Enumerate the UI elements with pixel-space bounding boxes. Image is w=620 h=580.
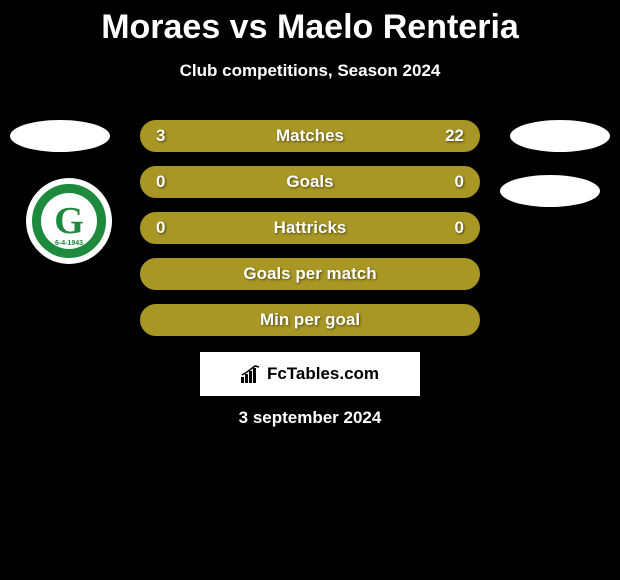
stat-right-value: 0 (455, 172, 464, 192)
stat-bar-goals: 0 Goals 0 (140, 166, 480, 198)
stat-label: Matches (276, 126, 344, 146)
stat-left-value: 0 (156, 218, 165, 238)
stat-label: Hattricks (274, 218, 347, 238)
stat-label: Goals (286, 172, 333, 192)
stat-bar-min-per-goal: Min per goal (140, 304, 480, 336)
player1-club-badge: G 6-4-1943 (26, 178, 112, 264)
club-badge-outer: G 6-4-1943 (30, 182, 108, 260)
page-title: Moraes vs Maelo Renteria (0, 0, 620, 47)
stat-bar-matches: 3 Matches 22 (140, 120, 480, 152)
footer-brand-box[interactable]: FcTables.com (200, 352, 420, 396)
stat-right-value: 0 (455, 218, 464, 238)
player2-avatar-placeholder (510, 120, 610, 152)
player2-club-placeholder (500, 175, 600, 207)
stat-label: Goals per match (243, 264, 376, 284)
club-letter: G (54, 199, 84, 243)
stat-left-value: 0 (156, 172, 165, 192)
stats-container: 3 Matches 22 0 Goals 0 0 Hattricks 0 Goa… (140, 120, 480, 350)
date-text: 3 september 2024 (0, 408, 620, 428)
stat-right-value: 22 (445, 126, 464, 146)
stat-bar-goals-per-match: Goals per match (140, 258, 480, 290)
player1-avatar-placeholder (10, 120, 110, 152)
stat-left-value: 3 (156, 126, 165, 146)
page-subtitle: Club competitions, Season 2024 (0, 61, 620, 81)
club-date: 6-4-1943 (55, 240, 83, 247)
footer-brand-text: FcTables.com (267, 364, 379, 384)
stat-bar-hattricks: 0 Hattricks 0 (140, 212, 480, 244)
chart-icon (241, 365, 261, 383)
club-badge-inner: G 6-4-1943 (41, 193, 97, 249)
stat-label: Min per goal (260, 310, 360, 330)
